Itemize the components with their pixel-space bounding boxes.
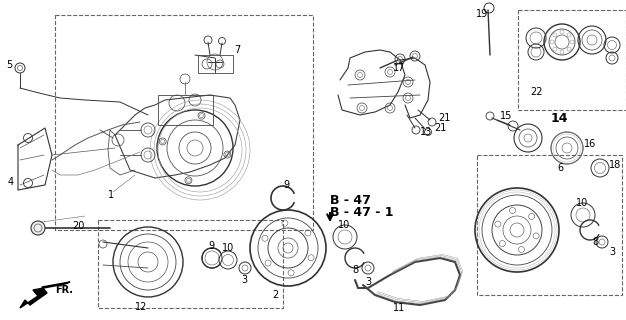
Bar — [158, 95, 213, 125]
Bar — [198, 55, 233, 73]
Bar — [518, 10, 626, 110]
Text: 10: 10 — [338, 220, 351, 230]
Text: 13: 13 — [420, 127, 432, 137]
Text: 21: 21 — [438, 113, 450, 123]
Text: 17: 17 — [393, 63, 406, 73]
Polygon shape — [20, 282, 70, 308]
Text: 10: 10 — [222, 243, 234, 253]
Text: 2: 2 — [272, 290, 278, 300]
Text: 21: 21 — [434, 123, 446, 133]
Text: 3: 3 — [365, 277, 371, 287]
Bar — [477, 155, 622, 295]
Bar — [98, 220, 283, 308]
Text: 10: 10 — [576, 198, 588, 208]
Text: 8: 8 — [592, 237, 598, 247]
Text: FR.: FR. — [55, 285, 73, 295]
Text: 6: 6 — [557, 163, 563, 173]
Text: 7: 7 — [234, 45, 240, 55]
Text: 18: 18 — [609, 160, 621, 170]
Text: 14: 14 — [551, 111, 568, 124]
Text: 5: 5 — [6, 60, 13, 70]
Circle shape — [31, 221, 45, 235]
Text: 11: 11 — [393, 303, 405, 313]
Text: 15: 15 — [500, 111, 512, 121]
Text: 19: 19 — [476, 9, 488, 19]
Text: 3: 3 — [241, 275, 247, 285]
Text: B - 47 - 1: B - 47 - 1 — [330, 205, 394, 219]
Text: 20: 20 — [72, 221, 85, 231]
Text: 1: 1 — [108, 190, 114, 200]
Text: B - 47: B - 47 — [330, 194, 371, 206]
Text: 16: 16 — [584, 139, 596, 149]
Bar — [55, 15, 313, 230]
Text: 9: 9 — [283, 180, 289, 190]
Text: 12: 12 — [135, 302, 147, 312]
Text: 22: 22 — [530, 87, 543, 97]
Text: 4: 4 — [8, 177, 14, 187]
Text: 9: 9 — [208, 241, 214, 251]
Text: 3: 3 — [609, 247, 615, 257]
Text: 8: 8 — [352, 265, 358, 275]
